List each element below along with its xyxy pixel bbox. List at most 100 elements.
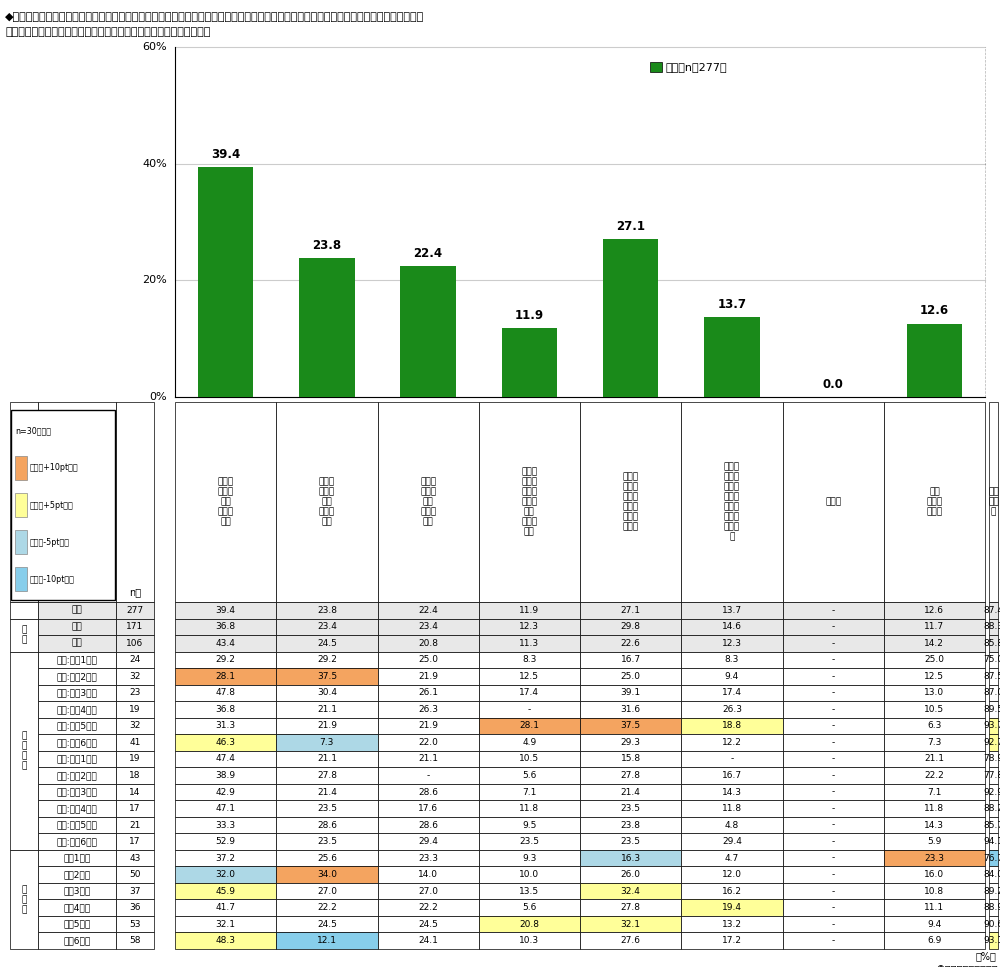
Bar	[502, 328, 557, 397]
Text: 24.5: 24.5	[418, 920, 438, 928]
Bar	[38, 701, 116, 718]
Text: 27.0: 27.0	[317, 887, 337, 895]
Bar	[38, 850, 116, 866]
Text: 106: 106	[126, 639, 144, 648]
Text: 全体: 全体	[72, 605, 82, 615]
Bar	[989, 801, 998, 817]
Text: -: -	[730, 754, 734, 764]
Text: 11.1: 11.1	[924, 903, 944, 912]
Text: -: -	[426, 771, 430, 780]
Text: 28.6: 28.6	[317, 821, 337, 830]
Text: 6.9: 6.9	[927, 936, 942, 945]
Bar	[378, 619, 479, 635]
Bar	[10, 602, 38, 619]
Text: 27.8: 27.8	[621, 771, 641, 780]
Bar	[116, 767, 154, 784]
Bar	[884, 784, 985, 801]
Text: 31.3: 31.3	[216, 721, 236, 730]
Text: 9.4: 9.4	[725, 672, 739, 681]
Bar	[782, 602, 884, 619]
Text: 女子:小学3年生: 女子:小学3年生	[57, 787, 97, 797]
Bar	[38, 668, 116, 685]
Bar	[378, 652, 479, 668]
Text: 21.9: 21.9	[317, 721, 337, 730]
Bar	[681, 619, 782, 635]
Text: 14: 14	[129, 787, 141, 797]
Text: 23: 23	[129, 689, 141, 697]
Bar	[116, 866, 154, 883]
Text: 21.1: 21.1	[317, 705, 337, 714]
Bar	[782, 718, 884, 734]
Text: 全体［n＝277］: 全体［n＝277］	[666, 62, 728, 72]
Bar	[479, 850, 580, 866]
Text: 9.4: 9.4	[927, 920, 942, 928]
Bar	[276, 718, 378, 734]
Bar	[116, 750, 154, 767]
Text: 37.5: 37.5	[621, 721, 641, 730]
Text: ©学研教育総合研究所: ©学研教育総合研究所	[935, 965, 998, 967]
Text: 89.5: 89.5	[983, 705, 1000, 714]
Bar	[276, 734, 378, 750]
Text: 10.0: 10.0	[519, 870, 539, 879]
Bar	[116, 850, 154, 866]
Bar	[580, 801, 681, 817]
Text: 16.0: 16.0	[924, 870, 944, 879]
Text: 8.3: 8.3	[522, 656, 537, 664]
Bar	[704, 317, 760, 397]
Bar	[10, 850, 38, 949]
Text: 78.9: 78.9	[983, 754, 1000, 764]
Bar	[276, 767, 378, 784]
Bar	[116, 668, 154, 685]
Text: 45.9: 45.9	[216, 887, 236, 895]
Text: 77.8: 77.8	[983, 771, 1000, 780]
Bar	[175, 619, 276, 635]
Bar	[681, 668, 782, 685]
Text: -: -	[832, 705, 835, 714]
Bar	[989, 866, 998, 883]
Text: 58: 58	[129, 936, 141, 945]
Bar	[479, 750, 580, 767]
Text: 決め
てい
る: 決め てい る	[988, 487, 999, 516]
Text: 23.5: 23.5	[317, 837, 337, 846]
Bar	[580, 668, 681, 685]
Text: 小学5年生: 小学5年生	[63, 920, 91, 928]
Text: 87.5: 87.5	[983, 672, 1000, 681]
Text: 11.8: 11.8	[722, 804, 742, 813]
Text: 男子:小学2年生: 男子:小学2年生	[57, 672, 97, 681]
Bar	[116, 652, 154, 668]
Bar	[378, 668, 479, 685]
Text: 37.5: 37.5	[317, 672, 337, 681]
Text: 37.2: 37.2	[216, 854, 236, 863]
Text: 9.5: 9.5	[522, 821, 537, 830]
Bar	[175, 801, 276, 817]
Bar	[15, 568, 27, 592]
Bar	[681, 701, 782, 718]
Text: 92.9: 92.9	[984, 787, 1000, 797]
Bar	[38, 750, 116, 767]
Text: 9.3: 9.3	[522, 854, 537, 863]
Bar	[782, 668, 884, 685]
Bar	[681, 883, 782, 899]
Text: 32.1: 32.1	[216, 920, 236, 928]
Bar	[116, 899, 154, 916]
Text: 12.2: 12.2	[722, 738, 742, 747]
Bar	[782, 635, 884, 652]
Text: 13.5: 13.5	[519, 887, 539, 895]
Bar	[989, 718, 998, 734]
Bar	[400, 266, 456, 397]
Bar	[681, 685, 782, 701]
Text: 5.6: 5.6	[522, 903, 537, 912]
Text: 36.8: 36.8	[216, 705, 236, 714]
Text: 4.9: 4.9	[522, 738, 536, 747]
Text: 32.1: 32.1	[621, 920, 641, 928]
Text: -: -	[832, 920, 835, 928]
Text: 29.4: 29.4	[722, 837, 742, 846]
Text: 12.6: 12.6	[924, 605, 944, 615]
Bar	[782, 866, 884, 883]
Bar	[38, 402, 116, 602]
Bar	[580, 685, 681, 701]
Bar	[276, 701, 378, 718]
Bar	[580, 718, 681, 734]
Bar	[884, 883, 985, 899]
Text: 85.7: 85.7	[983, 821, 1000, 830]
